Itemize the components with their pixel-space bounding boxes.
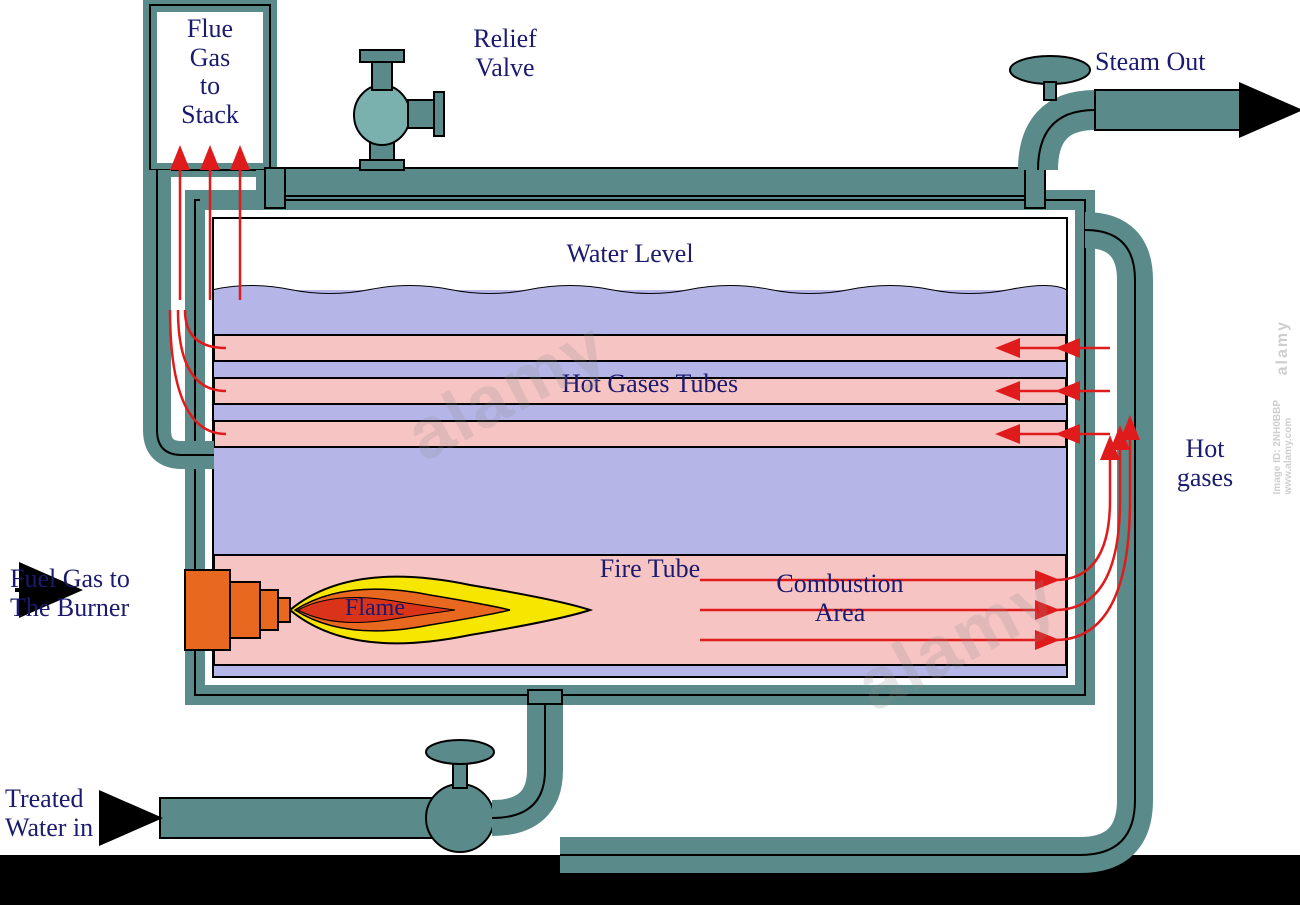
steam-out: [1010, 56, 1295, 170]
steam-space: [214, 219, 1066, 290]
relief-valve: [354, 50, 444, 170]
water-in: [100, 690, 562, 852]
boiler-diagram: [0, 0, 1300, 905]
hot-gas-tubes: [214, 335, 1066, 447]
